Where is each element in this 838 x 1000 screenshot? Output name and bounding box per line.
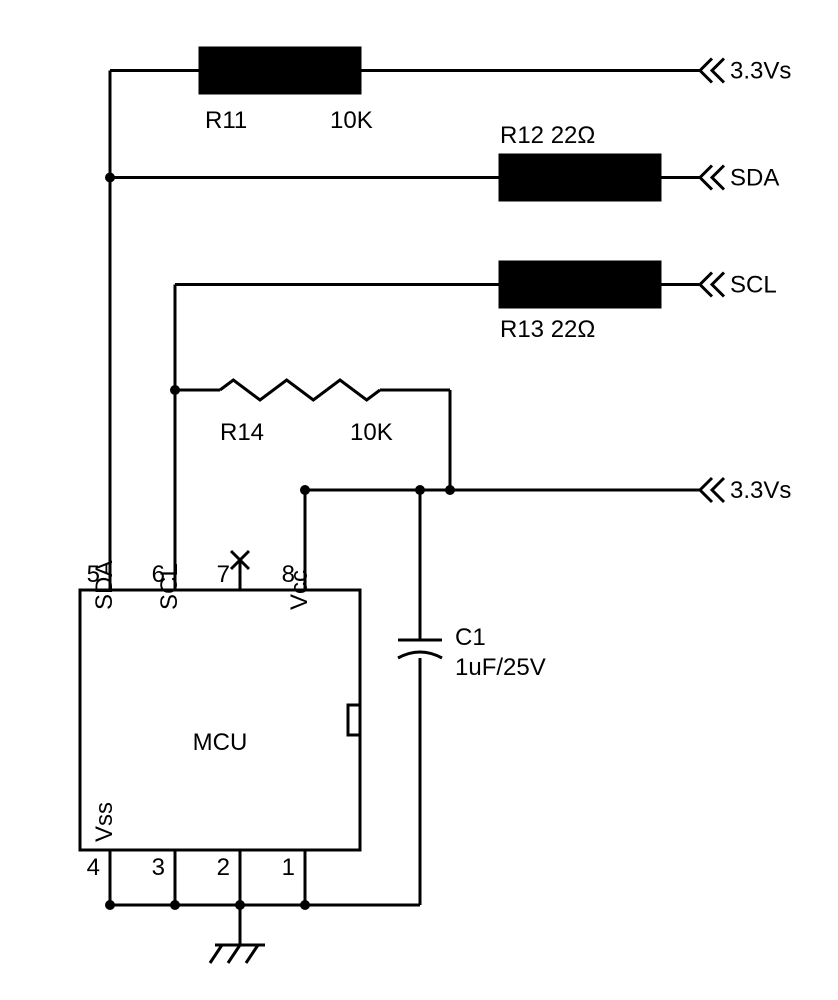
svg-text:1: 1	[282, 854, 295, 881]
svg-text:1uF/25V: 1uF/25V	[455, 654, 546, 681]
svg-text:C1: C1	[455, 624, 486, 651]
svg-text:SDA: SDA	[730, 165, 779, 192]
svg-text:3.3Vs: 3.3Vs	[730, 58, 791, 85]
svg-text:SDA: SDA	[91, 561, 118, 610]
svg-text:4: 4	[87, 854, 100, 881]
svg-text:Vss: Vss	[91, 802, 118, 842]
svg-text:Vcc: Vcc	[286, 570, 313, 610]
svg-text:MCU: MCU	[193, 729, 248, 756]
svg-text:3: 3	[152, 854, 165, 881]
svg-text:R14: R14	[220, 419, 264, 446]
svg-text:3.3Vs: 3.3Vs	[730, 477, 791, 504]
svg-text:SCL: SCL	[156, 563, 183, 610]
svg-text:R13 22Ω: R13 22Ω	[500, 316, 595, 343]
svg-text:10K: 10K	[330, 107, 373, 134]
svg-text:2: 2	[217, 854, 230, 881]
svg-text:R11: R11	[205, 107, 247, 134]
svg-text:10K: 10K	[350, 419, 393, 446]
svg-text:R12 22Ω: R12 22Ω	[500, 122, 595, 149]
svg-text:7: 7	[217, 561, 230, 588]
svg-text:SCL: SCL	[730, 272, 777, 299]
